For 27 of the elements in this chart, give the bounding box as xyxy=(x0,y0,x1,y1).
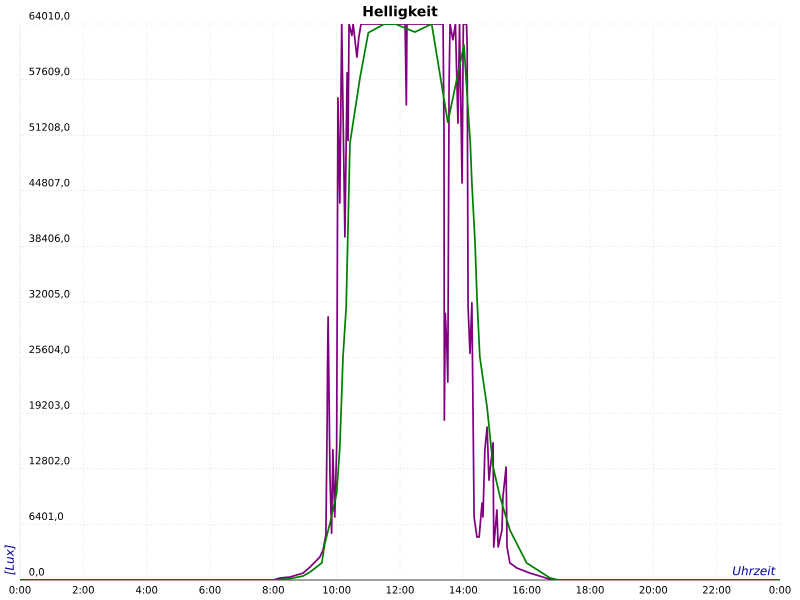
x-tick-label: 2:00 xyxy=(72,586,94,594)
y-tick-label: 38406,0 xyxy=(29,234,70,244)
x-tick-label: 14:00 xyxy=(450,586,478,594)
y-tick-label: 12802,0 xyxy=(30,456,70,466)
x-tick-label: 0:00 xyxy=(9,586,31,594)
x-tick-label: 6:00 xyxy=(199,586,221,594)
x-axis-title: Uhrzeit xyxy=(732,566,776,576)
x-tick-label: 4:00 xyxy=(136,586,158,594)
x-tick-label: 0:00 xyxy=(769,586,791,594)
x-tick-label: 22:00 xyxy=(702,586,730,594)
y-tick-label: 44807,0 xyxy=(29,178,70,188)
y-tick-label: 32005,0 xyxy=(29,290,70,299)
y-tick-label: 6401,0 xyxy=(29,512,64,522)
x-tick-label: 16:00 xyxy=(513,586,540,594)
y-tick-label: 51208,0 xyxy=(29,123,70,132)
y-tick-label: 19203,0 xyxy=(30,401,70,410)
y-axis-title: [Lux] xyxy=(4,545,16,575)
x-tick-label: 8:00 xyxy=(262,586,284,594)
y-tick-label: 0,0 xyxy=(29,568,44,577)
chart-title: Helligkeit xyxy=(364,6,438,20)
x-tick-label: 20:00 xyxy=(640,586,668,594)
y-tick-label: 57609,0 xyxy=(29,68,70,76)
x-tick-label: 12:00 xyxy=(386,586,414,594)
x-tick-label: 10:00 xyxy=(323,586,350,594)
x-tick-label: 18:00 xyxy=(576,586,604,594)
y-tick-label: 64010,0 xyxy=(29,12,70,21)
y-tick-label: 25604,0 xyxy=(29,346,70,354)
